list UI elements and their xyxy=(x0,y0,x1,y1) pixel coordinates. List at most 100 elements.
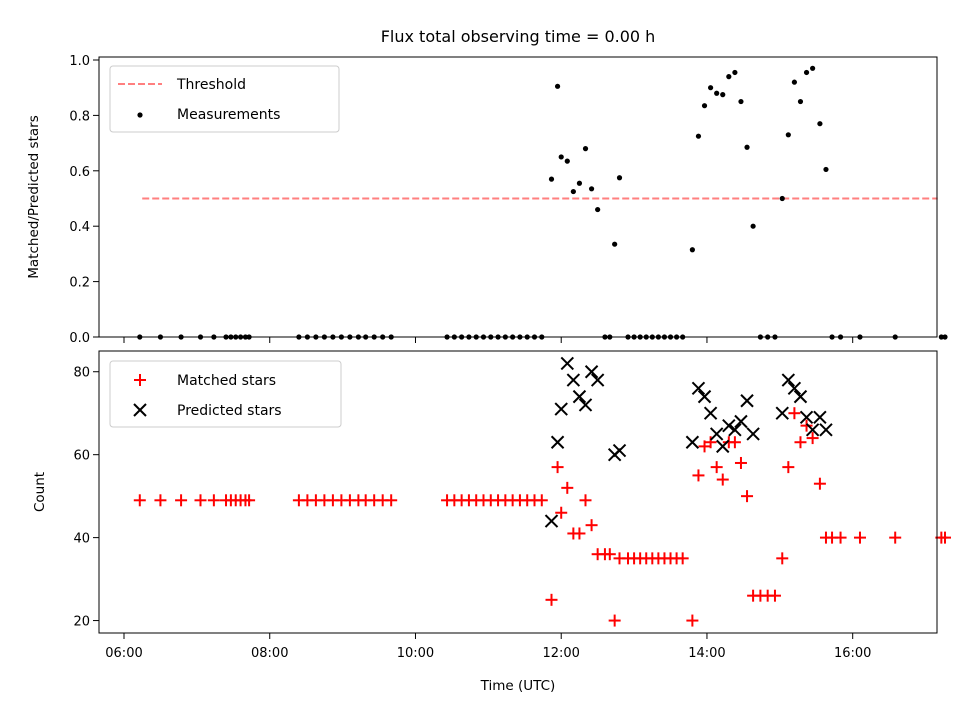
matched-star-point xyxy=(535,494,548,507)
measurement-point xyxy=(595,206,601,213)
predicted-star-point xyxy=(728,423,742,437)
matched-star-point xyxy=(782,461,795,474)
predicted-star-point xyxy=(554,402,568,416)
top-x-ticks xyxy=(123,337,854,343)
measurement-point xyxy=(750,223,756,229)
predicted-star-point xyxy=(734,414,748,429)
predicted-star-point xyxy=(544,514,559,528)
measurement-point xyxy=(714,90,720,96)
bottom-legend-box xyxy=(109,360,342,428)
measurement-point xyxy=(726,74,732,80)
matched-star-point xyxy=(154,494,167,507)
measurement-point xyxy=(732,69,738,76)
top-y-axis-label: Matched/Predicted stars xyxy=(26,115,42,278)
top-legend: Threshold Measurements xyxy=(109,65,340,133)
measurement-point xyxy=(810,65,816,71)
matched-star-point xyxy=(728,436,741,449)
matched-star-point xyxy=(579,494,592,507)
top-y-tick-label: 0.0 xyxy=(69,331,90,346)
predicted-star-point xyxy=(716,439,730,454)
legend-matched-swatch xyxy=(134,374,146,386)
predicted-star-point xyxy=(550,435,565,449)
matched-star-point xyxy=(889,531,902,544)
legend-predicted-label: Predicted stars xyxy=(177,403,282,419)
matched-star-point xyxy=(734,456,747,469)
matched-star-point xyxy=(573,527,586,540)
matched-star-point xyxy=(794,436,807,449)
measurement-point xyxy=(942,334,948,340)
matched-star-point xyxy=(806,432,819,445)
x-tick-label: 16:00 xyxy=(834,646,871,661)
bottom-y-tick-label: 60 xyxy=(73,449,90,464)
predicted-star-point xyxy=(746,427,760,441)
predicted-star-point xyxy=(691,381,706,396)
matched-star-point xyxy=(243,494,256,507)
measurement-point xyxy=(791,79,798,85)
predicted-star-point xyxy=(781,373,796,387)
measurement-point xyxy=(785,132,791,138)
bottom-legend: Matched stars Predicted stars xyxy=(109,360,342,428)
predicted-star-point xyxy=(697,389,712,404)
predicted-star-point xyxy=(560,356,574,371)
x-tick-label: 12:00 xyxy=(542,646,579,661)
measurement-point xyxy=(576,180,583,186)
measurement-point xyxy=(823,166,829,173)
matched-star-point xyxy=(551,461,564,474)
top-y-tick-label: 0.4 xyxy=(69,220,90,235)
measurement-point xyxy=(779,195,785,202)
predicted-star-point xyxy=(793,389,808,404)
measurement-point xyxy=(738,98,744,105)
matched-star-point xyxy=(853,531,866,544)
top-y-tick-label: 1.0 xyxy=(69,54,90,69)
predicted-star-point xyxy=(703,406,718,420)
matched-star-point xyxy=(175,494,188,507)
x-tick-label: 10:00 xyxy=(397,646,434,661)
matched-star-point xyxy=(800,419,813,432)
matched-star-point xyxy=(788,407,801,420)
top-y-ticks: 0.0 0.2 0.4 0.6 0.8 1.0 xyxy=(69,54,99,346)
bottom-x-ticks: 06:00 08:00 10:00 12:00 14:00 16:00 xyxy=(105,633,871,661)
x-axis-label: Time (UTC) xyxy=(480,678,556,694)
predicted-star-point xyxy=(799,410,814,425)
x-tick-label: 08:00 xyxy=(251,646,288,661)
bottom-y-ticks: 20 40 60 80 xyxy=(73,366,99,630)
x-tick-label: 06:00 xyxy=(105,646,142,661)
matched-star-point xyxy=(676,552,689,565)
matched-star-point xyxy=(776,552,789,565)
predicted-star-point xyxy=(805,423,820,437)
measurement-point xyxy=(554,83,561,89)
predicted-star-point xyxy=(572,389,587,404)
predicted-star-point xyxy=(566,373,581,387)
predicted-star-point xyxy=(590,373,605,387)
top-y-tick-label: 0.6 xyxy=(69,165,90,180)
measurement-point xyxy=(564,158,570,164)
matched-star-point xyxy=(133,494,146,507)
measurement-point xyxy=(616,175,623,181)
bottom-marks xyxy=(133,356,951,627)
measurement-point xyxy=(558,154,564,160)
legend-measurements-swatch xyxy=(137,112,143,118)
measurement-point xyxy=(701,103,708,109)
measurement-point xyxy=(582,146,589,152)
top-y-tick-label: 0.8 xyxy=(69,109,90,124)
measurement-point xyxy=(744,144,750,150)
predicted-star-point xyxy=(578,398,593,412)
bottom-y-tick-label: 40 xyxy=(73,532,90,547)
measurement-point xyxy=(803,69,810,76)
legend-threshold-label: Threshold xyxy=(176,77,246,93)
measurement-point xyxy=(938,334,944,340)
measurement-point xyxy=(720,92,726,98)
bottom-y-axis-label: Count xyxy=(32,472,48,512)
predicted-star-point xyxy=(584,365,599,379)
matched-star-point xyxy=(813,477,826,490)
matched-star-point xyxy=(938,531,951,544)
measurement-point xyxy=(570,188,576,195)
legend-measurements-label: Measurements xyxy=(177,107,280,123)
measurement-point xyxy=(695,133,702,139)
predicted-star-point xyxy=(722,418,736,433)
top-y-tick-label: 0.2 xyxy=(69,276,90,291)
matched-star-point xyxy=(555,506,568,519)
top-legend-box xyxy=(109,65,340,133)
